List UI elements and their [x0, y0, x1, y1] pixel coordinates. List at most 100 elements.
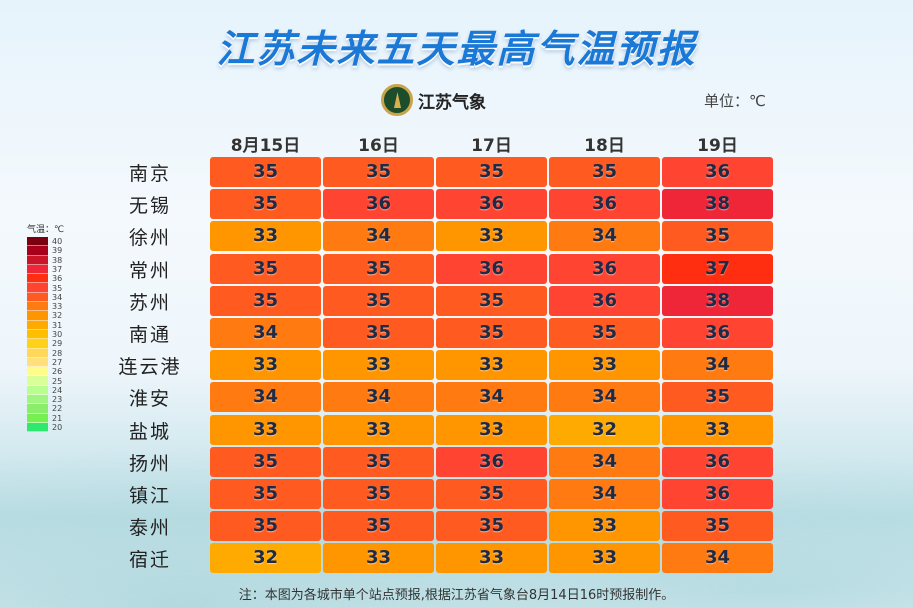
temperature-cell: 33: [549, 543, 660, 574]
logo: 江苏气象: [381, 84, 486, 116]
temperature-cell: 35: [436, 318, 547, 348]
temperature-cell: 34: [323, 221, 434, 252]
temperature-cell: 33: [323, 543, 434, 574]
legend-swatch: [27, 404, 48, 414]
legend-value: 20: [52, 423, 63, 432]
temperature-cell: 35: [436, 157, 547, 187]
temperature-cell: 35: [210, 189, 321, 220]
temperature-cell: 32: [210, 543, 321, 574]
temperature-cell: 33: [210, 350, 321, 381]
legend-value: 37: [52, 264, 63, 274]
temperature-cell: 35: [436, 285, 547, 316]
temperature-cell: 36: [662, 157, 773, 187]
temperature-cell: 33: [436, 414, 547, 445]
legend-value: 39: [52, 246, 63, 256]
jiangsu-weather-seal-icon: [381, 84, 413, 116]
temperature-cell: 33: [436, 543, 547, 574]
legend-swatch: [27, 367, 48, 377]
legend-swatch: [27, 376, 48, 386]
legend-swatch: [27, 292, 48, 303]
legend-swatch: [27, 302, 48, 312]
temperature-cell: 33: [210, 414, 321, 445]
footnote: 注：本图为各城市单个站点预报,根据江苏省气象台8月14日16时预报制作。: [238, 588, 675, 603]
legend-swatch: [27, 283, 48, 293]
temperature-cell: 36: [323, 189, 434, 220]
city-label: 泰州: [128, 517, 171, 540]
temperature-cell: 35: [323, 157, 434, 187]
temperature-cell: 33: [323, 350, 434, 381]
legend-swatch: [27, 348, 48, 358]
temperature-cell: 33: [323, 414, 434, 445]
city-label: 淮安: [128, 388, 171, 411]
legend-swatch: [27, 385, 48, 396]
temperature-cell: 34: [436, 382, 547, 413]
temperature-cell: 36: [549, 253, 660, 284]
legend-swatch: [27, 357, 48, 368]
city-label: 无锡: [128, 195, 171, 218]
temperature-cell: 34: [549, 446, 660, 477]
temperature-cell: 34: [549, 221, 660, 252]
temperature-cell: 38: [662, 189, 773, 220]
temperature-cell: 35: [662, 382, 773, 413]
city-label: 扬州: [128, 452, 171, 475]
legend-value: 36: [52, 274, 63, 284]
legend-swatch: [27, 329, 48, 340]
temperature-cell: 34: [662, 350, 773, 381]
temperature-cell: 36: [662, 318, 773, 348]
legend-value: 38: [52, 255, 63, 265]
column-header: 8月15日: [230, 136, 301, 156]
legend-swatch: [27, 311, 48, 321]
city-label: 宿迁: [128, 549, 171, 572]
temperature-cell: 36: [436, 189, 547, 220]
city-label: 苏州: [128, 291, 171, 314]
temperature-cell: 33: [549, 350, 660, 381]
unit-label: 单位：℃: [704, 92, 766, 110]
legend-swatch: [27, 395, 48, 405]
temperature-cell: 35: [323, 285, 434, 316]
legend-value: 24: [52, 385, 63, 395]
temperature-cell: 35: [210, 285, 321, 316]
temperature-cell: 35: [210, 446, 321, 477]
temperature-cell: 33: [549, 511, 660, 542]
legend-value: 30: [52, 330, 63, 339]
legend-title: 气温：℃: [27, 225, 65, 235]
temperature-cell: 36: [436, 253, 547, 284]
legend-value: 26: [52, 367, 63, 377]
legend-swatch: [27, 339, 48, 349]
temperature-cell: 36: [549, 189, 660, 220]
temperature-cell: 36: [549, 285, 660, 316]
temperature-cell: 33: [436, 221, 547, 252]
legend-value: 23: [52, 395, 63, 405]
temperature-cell: 35: [323, 511, 434, 542]
temperature-cell: 33: [436, 350, 547, 381]
legend-swatch: [27, 255, 48, 265]
temperature-cell: 34: [549, 479, 660, 509]
temperature-cell: 35: [210, 253, 321, 284]
column-header: 17日: [471, 136, 512, 156]
legend-value: 32: [52, 311, 63, 321]
city-label: 镇江: [128, 485, 171, 507]
city-label: 徐州: [128, 227, 171, 250]
temperature-cell: 35: [323, 253, 434, 284]
city-label: 连云港: [118, 356, 182, 379]
page-title: 江苏未来五天最高气温预报: [216, 27, 697, 71]
legend-value: 31: [52, 320, 63, 330]
legend-swatch: [27, 237, 48, 247]
temperature-cell: 35: [210, 511, 321, 542]
temperature-cell: 37: [662, 253, 773, 284]
temperature-cell: 34: [662, 543, 773, 574]
temperature-cell: 33: [662, 414, 773, 445]
legend-swatch: [27, 246, 48, 256]
temperature-cell: 32: [549, 414, 660, 445]
legend-value: 40: [52, 237, 63, 246]
legend-value: 27: [52, 357, 63, 367]
legend-value: 25: [52, 376, 63, 386]
temperature-cell: 34: [210, 318, 321, 348]
legend-swatch: [27, 422, 48, 433]
temperature-cell: 35: [549, 157, 660, 187]
city-label: 常州: [128, 259, 171, 282]
temperature-cell: 36: [436, 446, 547, 477]
logo-text: 江苏气象: [418, 92, 486, 113]
temperature-cell: 35: [662, 221, 773, 252]
legend-value: 33: [52, 302, 63, 312]
